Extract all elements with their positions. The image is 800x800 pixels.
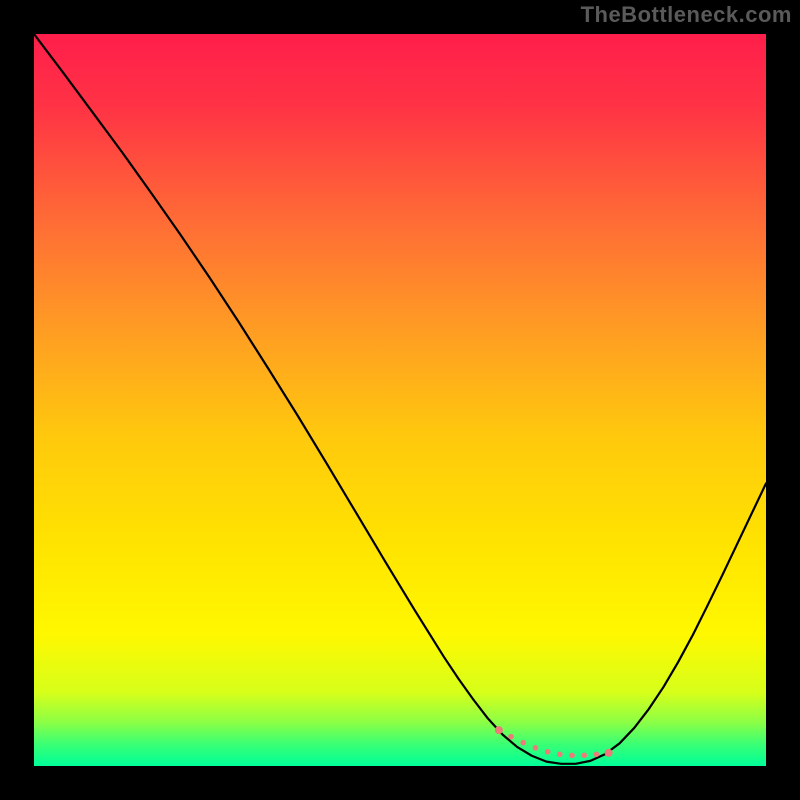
chart-frame: TheBottleneck.com bbox=[0, 0, 800, 800]
plot-area bbox=[34, 34, 766, 766]
watermark-text: TheBottleneck.com bbox=[581, 2, 792, 28]
plot-svg bbox=[34, 34, 766, 766]
gradient-background bbox=[34, 34, 766, 766]
